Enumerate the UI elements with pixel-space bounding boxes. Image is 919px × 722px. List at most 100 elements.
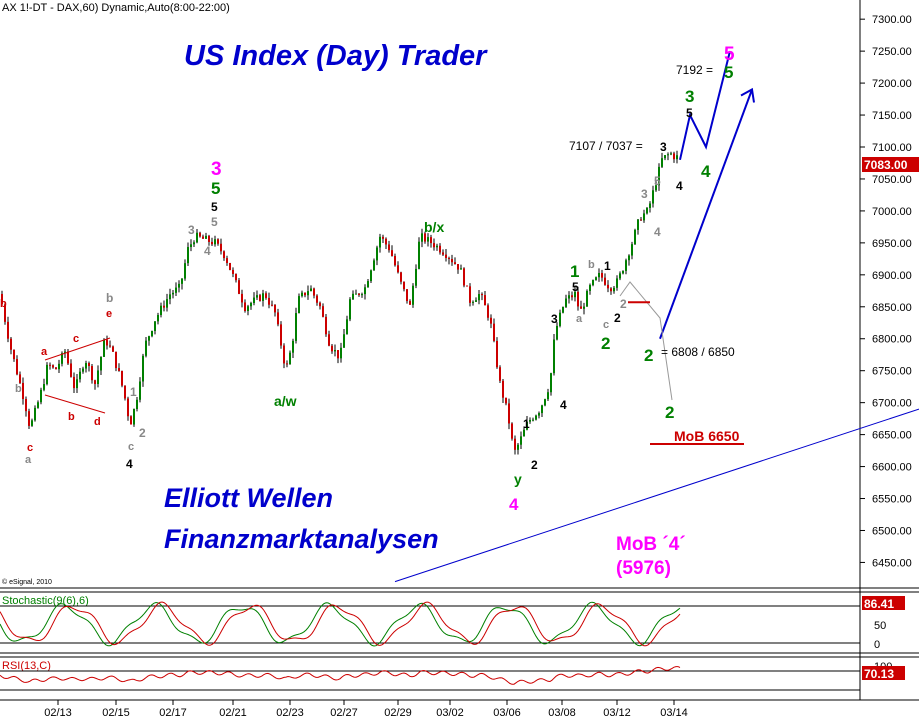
candle-down: [52, 365, 54, 368]
candle-down: [505, 397, 507, 404]
candle-up: [169, 294, 171, 300]
candle-down: [115, 351, 117, 369]
candle-up: [205, 235, 207, 239]
candle-up: [214, 239, 216, 245]
candle-up: [349, 299, 351, 320]
time-tick-label: 03/08: [548, 707, 576, 719]
candle-up: [436, 245, 438, 248]
stochastic-tick-50: 50: [874, 620, 886, 632]
candle-down: [130, 416, 132, 425]
candle-up: [637, 219, 639, 230]
candle-down: [124, 385, 126, 399]
candle-up: [427, 237, 429, 242]
price-tick-label: 7300.00: [872, 14, 912, 26]
candle-up: [139, 381, 141, 400]
candle-up: [583, 306, 585, 309]
target-6808-label: = 6808 / 6850: [661, 345, 735, 359]
candle-down: [511, 423, 513, 439]
stochastic-label: Stochastic(9(6),6): [2, 595, 89, 607]
candlestick-series: [1, 150, 678, 455]
candle-up: [559, 312, 561, 326]
time-tick-label: 03/02: [436, 707, 464, 719]
candle-up: [334, 349, 336, 352]
mob-6650-label: MoB 6650: [674, 428, 740, 444]
candle-up: [592, 280, 594, 286]
candle-up: [85, 363, 87, 369]
candle-down: [244, 302, 246, 311]
candle-down: [493, 323, 495, 341]
candle-down: [487, 305, 489, 318]
candle-down: [277, 312, 279, 325]
candle-down: [217, 239, 219, 244]
candle-up: [652, 190, 654, 204]
candle-down: [607, 284, 609, 289]
candle-up: [295, 313, 297, 341]
wave-label: 4: [701, 162, 711, 181]
wave-label: 3: [685, 87, 694, 106]
projection-arrow-shaft: [659, 89, 753, 340]
candle-up: [364, 287, 366, 295]
wave-label: 2: [644, 346, 653, 365]
candle-up: [247, 306, 249, 311]
wave-label: 5: [686, 106, 693, 120]
candle-up: [664, 155, 666, 159]
candle-down: [610, 288, 612, 292]
wave-label: c: [27, 442, 33, 454]
wave-label: b: [106, 291, 113, 305]
candle-up: [79, 371, 81, 380]
candle-down: [403, 281, 405, 290]
wave-label: 4: [560, 398, 567, 412]
candle-down: [211, 241, 213, 245]
price-tick-label: 6700.00: [872, 398, 912, 410]
candle-down: [448, 257, 450, 259]
candle-down: [391, 250, 393, 257]
candle-up: [472, 301, 474, 303]
candle-down: [127, 398, 129, 417]
candle-up: [541, 405, 543, 414]
wave-label: 5: [572, 280, 579, 294]
time-tick-label: 03/14: [660, 707, 688, 719]
candle-down: [208, 235, 210, 242]
candle-down: [67, 351, 69, 364]
candle-down: [202, 236, 204, 239]
price-tick-label: 6500.00: [872, 525, 912, 537]
candle-up: [157, 314, 159, 322]
candle-up: [58, 363, 60, 370]
candle-down: [433, 243, 435, 248]
candle-up: [574, 291, 576, 298]
candle-down: [106, 339, 108, 346]
candle-up: [190, 244, 192, 248]
candle-up: [646, 207, 648, 214]
label-b-x: b/x: [424, 219, 444, 235]
candle-down: [319, 302, 321, 307]
candle-down: [571, 295, 573, 298]
candle-up: [43, 384, 45, 390]
candle-down: [286, 363, 288, 365]
candle-down: [442, 252, 444, 255]
candle-up: [151, 330, 153, 337]
wave-label: 5: [654, 174, 661, 188]
wave-label: a: [25, 454, 32, 466]
candle-up: [301, 292, 303, 297]
chart-overlays: [44, 50, 919, 583]
candle-up: [529, 419, 531, 422]
candle-down: [163, 305, 165, 308]
candle-down: [577, 291, 579, 307]
wave-label: 1: [130, 385, 137, 399]
price-tick-label: 7050.00: [872, 174, 912, 186]
wave-label: 4: [126, 457, 133, 471]
candle-up: [154, 321, 156, 331]
candle-down: [499, 367, 501, 381]
candle-down: [454, 262, 456, 265]
candle-down: [268, 297, 270, 305]
time-tick-label: 02/13: [44, 707, 72, 719]
wave-label: 5: [724, 63, 733, 82]
wave-label: 1: [604, 259, 611, 273]
candle-down: [481, 294, 483, 296]
candle-up: [412, 285, 414, 305]
candle-up: [142, 355, 144, 382]
candle-up: [34, 407, 36, 421]
candle-up: [289, 352, 291, 365]
candle-down: [304, 292, 306, 296]
